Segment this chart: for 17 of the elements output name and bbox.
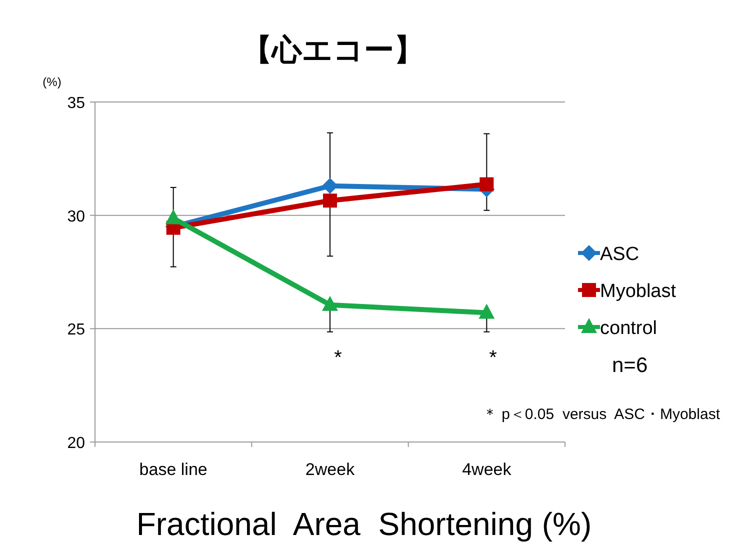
y-tick-label: 30 bbox=[67, 208, 86, 226]
annotation: * bbox=[489, 347, 498, 369]
x-tick-label: 4week bbox=[462, 460, 512, 479]
x-tick-label: 2week bbox=[305, 460, 356, 479]
text: n=6 bbox=[612, 354, 648, 377]
y-axis-title: (%) bbox=[42, 75, 62, 89]
chart-title: 【心エコー】 bbox=[242, 33, 424, 67]
y-tick-label: 25 bbox=[67, 322, 86, 339]
annotation: ＊ p＜0.05 versus ASC・Myoblast bbox=[482, 406, 721, 423]
x-tick-label: base line bbox=[139, 460, 208, 479]
annotation: * bbox=[334, 347, 342, 369]
legend-label: ASC bbox=[600, 244, 640, 265]
x-axis-title: Fractional Area Shortening (%) bbox=[136, 506, 592, 542]
legend-label: Myoblast bbox=[600, 281, 677, 302]
y-tick-label: 35 bbox=[67, 95, 86, 112]
y-tick-label: 20 bbox=[67, 435, 86, 452]
legend-label: control bbox=[600, 318, 658, 339]
